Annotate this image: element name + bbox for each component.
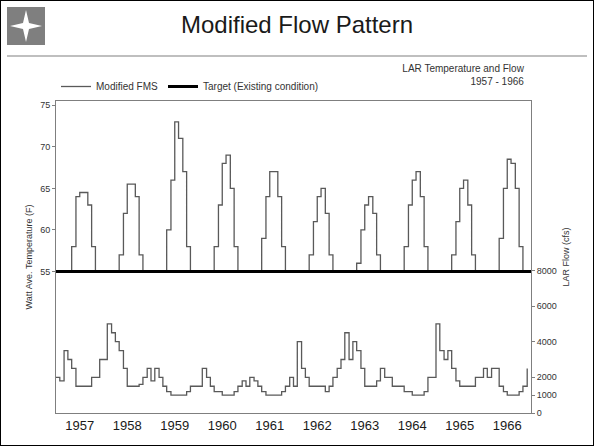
svg-text:6000: 6000 bbox=[537, 301, 557, 311]
svg-text:1000: 1000 bbox=[537, 390, 557, 400]
svg-text:4000: 4000 bbox=[537, 337, 557, 347]
svg-text:75: 75 bbox=[40, 100, 50, 110]
svg-text:1957: 1957 bbox=[65, 418, 94, 433]
html-text:Modified Flow Pattern: Modified Flow Pattern bbox=[180, 11, 413, 38]
svg-text:1961: 1961 bbox=[255, 418, 284, 433]
svg-text:1959: 1959 bbox=[160, 418, 189, 433]
svg-text:LAR Temperature and Flow1957 -: LAR Temperature and Flow1957 - 1966 bbox=[402, 63, 524, 87]
svg-text:Modified FMS: Modified FMS bbox=[96, 81, 158, 92]
svg-text:LAR Flow (cfs): LAR Flow (cfs) bbox=[561, 227, 571, 286]
svg-text:1963: 1963 bbox=[350, 418, 379, 433]
svg-text:1960: 1960 bbox=[208, 418, 237, 433]
svg-text:2000: 2000 bbox=[537, 372, 557, 382]
svg-text:70: 70 bbox=[40, 142, 50, 152]
svg-text:1965: 1965 bbox=[445, 418, 474, 433]
svg-text:1962: 1962 bbox=[303, 418, 332, 433]
svg-text:Watt Ave. Temperature (F): Watt Ave. Temperature (F) bbox=[24, 205, 34, 310]
svg-text:60: 60 bbox=[40, 225, 50, 235]
svg-text:1966: 1966 bbox=[493, 418, 522, 433]
svg-text:8000: 8000 bbox=[537, 266, 557, 276]
svg-text:Target (Existing condition): Target (Existing condition) bbox=[203, 81, 318, 92]
svg-text:1964: 1964 bbox=[398, 418, 427, 433]
svg-text:1958: 1958 bbox=[113, 418, 142, 433]
svg-text:65: 65 bbox=[40, 184, 50, 194]
svg-text:0: 0 bbox=[537, 408, 542, 418]
svg-text:55: 55 bbox=[40, 267, 50, 277]
